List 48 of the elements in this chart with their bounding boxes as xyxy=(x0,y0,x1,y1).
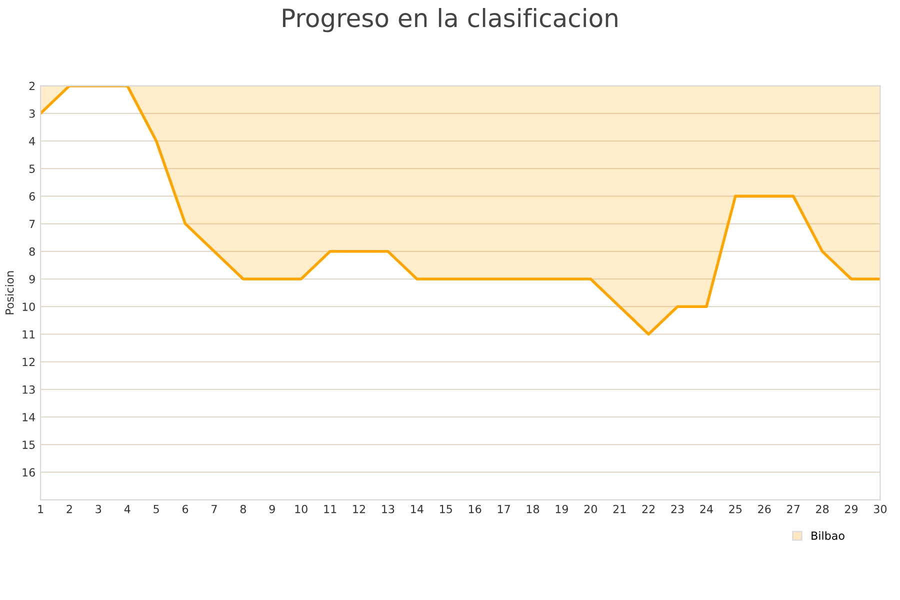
y-tick-label: 11 xyxy=(22,330,35,338)
y-tick-label: 7 xyxy=(29,220,35,228)
x-tick-label: 1 xyxy=(38,505,44,514)
y-tick-label: 3 xyxy=(29,109,35,118)
y-tick-label: 9 xyxy=(29,274,35,284)
x-tick-label: 29 xyxy=(844,504,858,514)
x-tick-label: 26 xyxy=(758,504,771,514)
x-tick-label: 13 xyxy=(382,504,394,514)
x-tick-label: 20 xyxy=(584,504,597,514)
x-tick-label: 19 xyxy=(556,504,568,514)
x-tick-label: 12 xyxy=(353,504,365,514)
y-tick-label: 10 xyxy=(22,302,35,311)
y-tick-label: 14 xyxy=(22,413,36,422)
x-tick-label: 25 xyxy=(729,504,742,514)
x-tick-label: 18 xyxy=(526,504,540,514)
x-tick-label: 11 xyxy=(324,505,336,514)
x-tick-label: 5 xyxy=(154,505,159,514)
x-tick-label: 21 xyxy=(613,504,626,514)
x-tick-label: 22 xyxy=(642,504,655,514)
y-tick-label: 12 xyxy=(22,358,35,366)
x-tick-label: 28 xyxy=(816,504,829,514)
y-tick-label: 6 xyxy=(29,192,35,201)
y-tick-label: 4 xyxy=(29,137,36,146)
x-tick-label: 8 xyxy=(240,504,246,514)
legend-label: Bilbao xyxy=(812,531,844,540)
y-tick-label: 16 xyxy=(22,468,35,477)
x-tick-label: 17 xyxy=(498,505,510,514)
x-tick-label: 7 xyxy=(212,505,217,514)
y-axis-title: Posicion xyxy=(5,271,14,314)
x-tick-label: 30 xyxy=(874,504,887,514)
x-tick-label: 14 xyxy=(411,505,424,514)
x-tick-label: 24 xyxy=(700,504,713,514)
x-tick-label: 27 xyxy=(787,504,800,514)
x-tick-label: 10 xyxy=(295,504,308,514)
chart-title: Progreso en la clasificacion xyxy=(283,8,618,32)
x-tick-label: 16 xyxy=(468,504,482,514)
x-tick-label: 15 xyxy=(440,505,452,514)
x-tick-label: 4 xyxy=(124,505,130,514)
y-tick-label: 8 xyxy=(29,247,35,256)
x-tick-label: 6 xyxy=(182,504,188,514)
x-tick-label: 9 xyxy=(269,504,275,514)
x-tick-label: 3 xyxy=(96,504,102,514)
y-tick-label: 13 xyxy=(22,385,35,394)
x-tick-label: 2 xyxy=(66,504,72,514)
y-tick-label: 2 xyxy=(29,82,35,90)
y-tick-label: 15 xyxy=(22,440,35,449)
x-tick-label: 23 xyxy=(671,504,684,514)
y-tick-label: 5 xyxy=(29,164,35,173)
